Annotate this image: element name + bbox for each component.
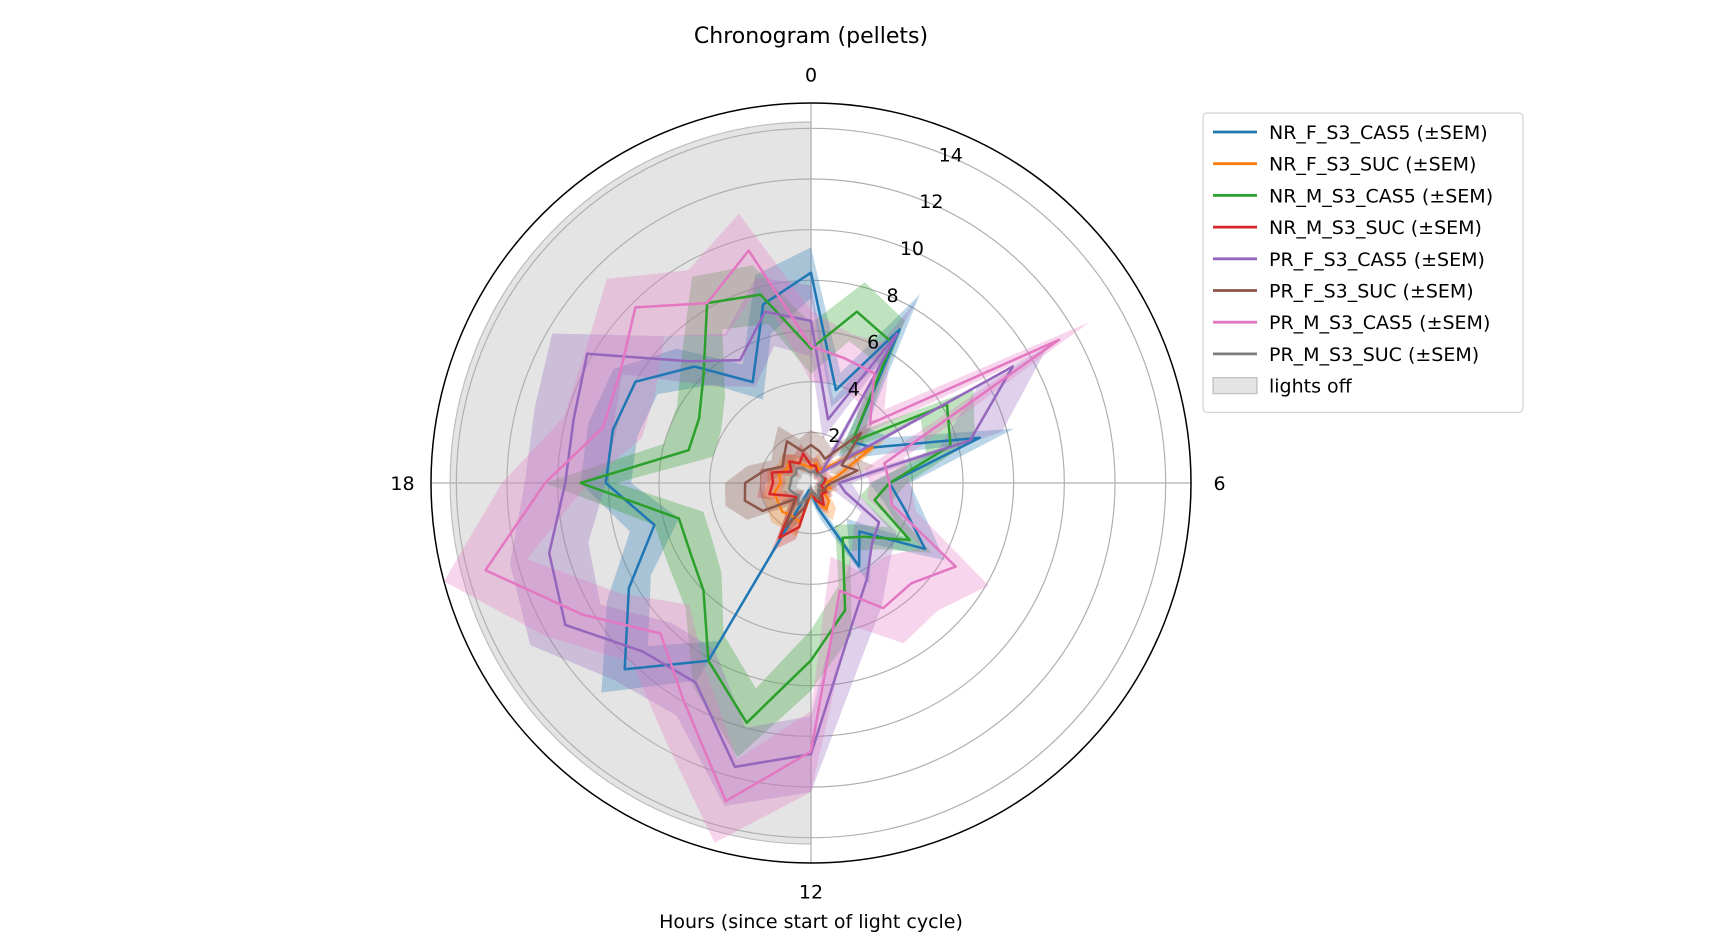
legend-entry: NR_F_S3_SUC (±SEM) xyxy=(1269,154,1476,176)
legend-entry: PR_M_S3_SUC (±SEM) xyxy=(1269,344,1479,366)
angle-tick-label: 6 xyxy=(1213,473,1225,495)
legend-entry: PR_F_S3_CAS5 (±SEM) xyxy=(1269,249,1485,271)
series-line-2 xyxy=(579,293,952,725)
legend: NR_F_S3_CAS5 (±SEM) NR_F_S3_SUC (±SEM) NR_… xyxy=(1202,112,1524,413)
radial-tick-label: 4 xyxy=(848,378,860,400)
series-lines xyxy=(484,249,1061,803)
sem-band-4 xyxy=(510,277,1048,806)
angle-tick-label: 12 xyxy=(799,882,823,904)
legend-entry: NR_M_S3_CAS5 (±SEM) xyxy=(1269,185,1493,207)
series-line-7 xyxy=(787,466,825,507)
polar-outline xyxy=(430,102,1192,864)
angle-tick-labels: 0 6 12 18 xyxy=(390,65,1225,904)
legend-entry: NR_F_S3_CAS5 (±SEM) xyxy=(1269,122,1488,144)
chart-title: Chronogram (pellets) xyxy=(694,24,928,49)
series-line-4 xyxy=(547,310,1015,769)
legend-swatch-lights-off xyxy=(1212,377,1258,395)
legend-entry: NR_M_S3_SUC (±SEM) xyxy=(1269,217,1482,239)
radial-tick-label: 12 xyxy=(919,191,943,213)
sem-band-2 xyxy=(545,265,975,758)
legend-entry: PR_F_S3_SUC (±SEM) xyxy=(1269,281,1474,303)
x-axis-label: Hours (since start of light cycle) xyxy=(659,911,963,933)
legend-box xyxy=(1202,112,1524,413)
angle-tick-label: 18 xyxy=(390,473,414,495)
radial-tick-label: 10 xyxy=(900,238,924,260)
radial-tick-label: 14 xyxy=(939,144,963,166)
legend-entry: PR_M_S3_CAS5 (±SEM) xyxy=(1269,312,1490,334)
angle-tick-label: 0 xyxy=(805,65,817,87)
radial-tick-label: 8 xyxy=(887,285,899,307)
sem-band-6 xyxy=(443,213,1090,843)
legend-entry-lights-off: lights off xyxy=(1269,376,1353,398)
sem-band-0 xyxy=(580,247,1015,693)
radial-tick-label: 2 xyxy=(828,425,840,447)
series-line-6 xyxy=(484,249,1061,803)
polar-frame xyxy=(430,102,1192,864)
radial-tick-labels: 2 4 6 8 10 12 14 xyxy=(828,144,962,447)
radial-tick-label: 6 xyxy=(867,332,879,354)
polar-grid xyxy=(431,103,1191,863)
